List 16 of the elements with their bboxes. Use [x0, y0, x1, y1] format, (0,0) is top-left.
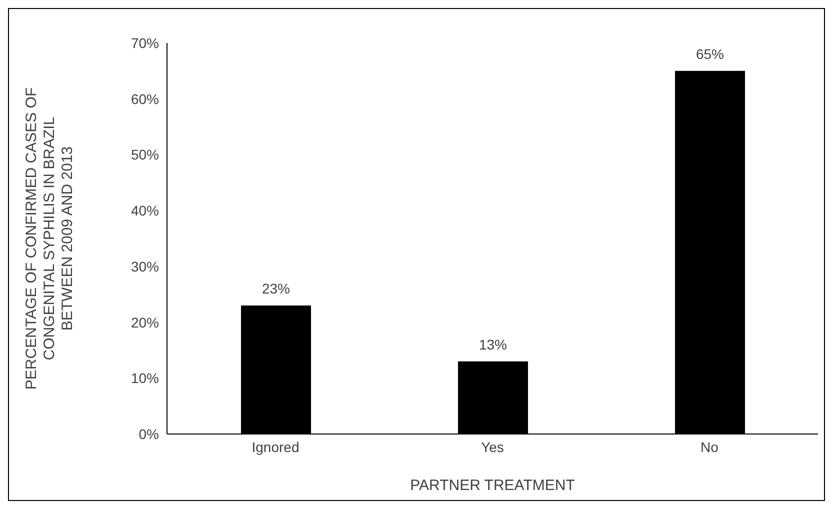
x-tick-label: Yes	[481, 438, 504, 455]
data-label: 13%	[478, 336, 508, 352]
data-label: 65%	[696, 46, 724, 62]
data-label: 23%	[262, 280, 290, 297]
y-tick-label: 30%	[130, 258, 159, 274]
y-tick-label: 0%	[138, 426, 159, 442]
x-axis-title: PARTNER TREATMENT	[410, 477, 575, 494]
x-tick-label: Ignored	[252, 438, 300, 455]
y-tick-label: 10%	[130, 370, 159, 386]
y-tick-label: 70%	[130, 34, 159, 51]
y-axis-title: PERCENTAGE OF CONFIRMED CASES OF CONGENITAL SYPHILIS IN BRAZIL BETWEEN 2009 AND 2013	[23, 87, 76, 390]
y-tick-label: 40%	[130, 202, 159, 219]
y-tick-label: 60%	[130, 90, 159, 107]
y-tick-label: 20%	[130, 314, 159, 330]
y-tick-label: 50%	[130, 146, 159, 163]
x-tick-label: No	[700, 438, 719, 455]
